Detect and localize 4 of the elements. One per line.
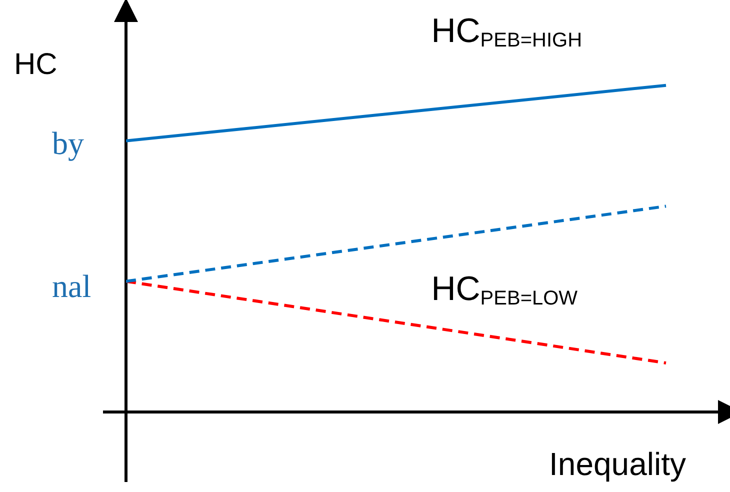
x-axis-title: Inequality: [549, 446, 686, 483]
annotation: by: [52, 125, 84, 162]
y-axis-title: HC: [14, 48, 58, 82]
annotation: nal: [52, 268, 92, 305]
